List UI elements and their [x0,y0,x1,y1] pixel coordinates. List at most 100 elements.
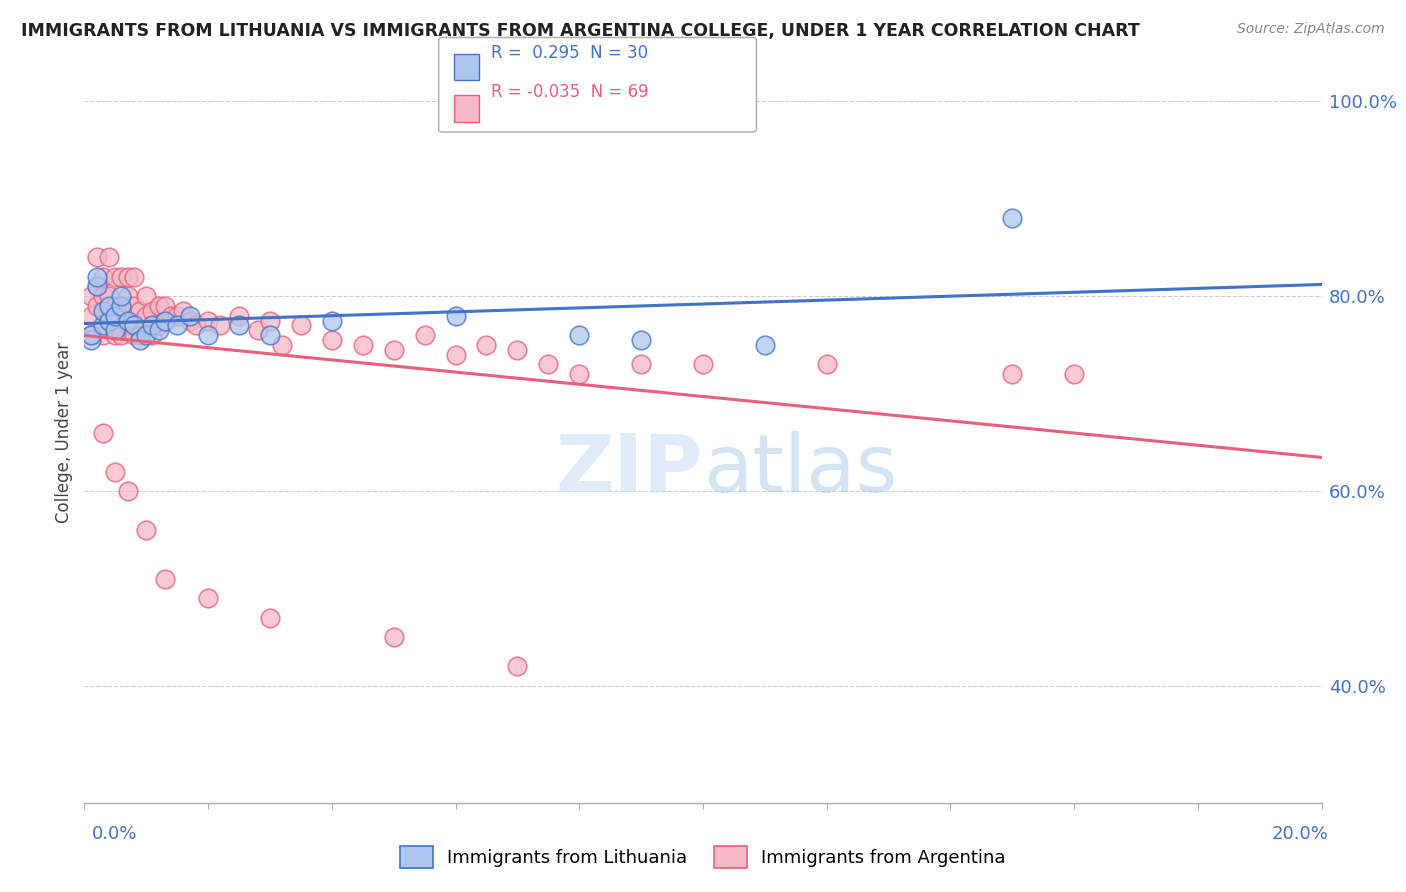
Point [104,309,127,323]
Point [209,318,232,333]
Point [98,250,121,264]
Text: R = -0.035  N = 69: R = -0.035 N = 69 [491,83,648,101]
Point [692,358,714,372]
Point [290,318,312,333]
Point [259,328,281,343]
Point [444,348,467,362]
Point [228,318,250,333]
Point [321,333,343,347]
Text: R =  0.295  N = 30: R = 0.295 N = 30 [491,44,648,62]
Point [86,279,108,293]
Point [117,269,139,284]
Point [321,313,343,327]
Point [153,313,176,327]
Point [197,328,219,343]
Point [79,333,101,347]
Point [104,323,127,337]
Point [110,269,132,284]
Point [1063,367,1085,381]
Point [228,309,250,323]
Text: IMMIGRANTS FROM LITHUANIA VS IMMIGRANTS FROM ARGENTINA COLLEGE, UNDER 1 YEAR COR: IMMIGRANTS FROM LITHUANIA VS IMMIGRANTS … [21,22,1140,40]
Point [91,269,114,284]
Point [91,289,114,303]
Point [246,323,269,337]
Point [153,299,176,313]
Point [141,318,163,333]
Point [259,611,281,625]
Point [444,309,467,323]
Point [122,328,145,343]
Point [117,484,139,499]
Point [135,523,157,537]
Point [160,309,183,323]
Point [475,338,498,352]
Point [98,299,121,313]
Point [129,303,152,318]
Point [630,333,652,347]
Point [568,328,591,343]
Point [197,591,219,606]
Point [148,318,170,333]
Point [630,358,652,372]
Point [86,250,108,264]
Point [382,343,405,357]
Point [104,299,127,313]
Point [91,425,114,440]
Point [172,303,194,318]
Point [110,299,132,313]
Point [135,309,157,323]
Point [110,299,132,313]
Point [79,328,101,343]
Point [117,318,139,333]
Point [86,279,108,293]
Point [98,289,121,303]
Point [110,328,132,343]
Point [91,328,114,343]
Point [129,333,152,347]
Point [86,299,108,313]
Point [197,313,219,327]
Text: atlas: atlas [703,431,897,508]
Point [141,303,163,318]
Point [148,299,170,313]
Point [506,659,529,673]
Point [352,338,374,352]
Point [104,465,127,479]
Point [166,318,188,333]
Point [91,318,114,333]
Point [754,338,776,352]
Y-axis label: College, Under 1 year: College, Under 1 year [55,342,73,524]
Point [271,338,294,352]
Point [104,269,127,284]
Point [135,328,157,343]
Text: ZIP: ZIP [555,431,703,508]
Point [135,289,157,303]
Point [79,309,101,323]
Point [166,309,188,323]
Point [179,309,201,323]
Point [122,318,145,333]
Point [110,289,132,303]
Point [153,313,176,327]
Point [179,313,201,327]
Point [129,328,152,343]
Point [117,289,139,303]
Point [104,328,127,343]
Point [79,328,101,343]
Point [122,299,145,313]
Point [506,343,529,357]
Point [91,303,114,318]
Point [153,572,176,586]
Point [537,358,560,372]
Point [141,328,163,343]
Point [815,358,838,372]
Point [382,630,405,644]
Point [98,313,121,327]
Point [568,367,591,381]
Point [86,269,108,284]
Point [413,328,436,343]
Point [117,313,139,327]
Point [184,318,207,333]
Point [98,309,121,323]
Text: Source: ZipAtlas.com: Source: ZipAtlas.com [1237,22,1385,37]
